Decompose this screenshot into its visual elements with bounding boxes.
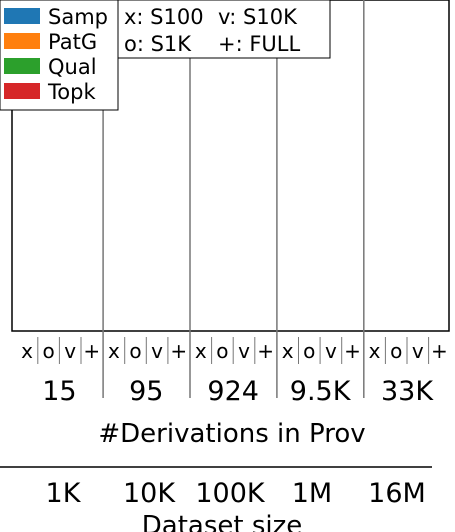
group-labels: 15 95 924 9.5K 33K	[42, 376, 434, 407]
group-label: 33K	[381, 376, 434, 407]
bar-label: o	[216, 339, 228, 363]
group-label: 924	[207, 376, 259, 407]
plot-area-frame	[11, 0, 450, 332]
secondary-tick-label: 16M	[368, 478, 426, 509]
secondary-tick-label: 1M	[292, 478, 332, 509]
bar-label: v	[151, 339, 163, 363]
group-label: 15	[42, 376, 76, 407]
bar-label: +	[344, 339, 361, 363]
legend-swatch	[4, 58, 40, 74]
group-label: 9.5K	[290, 376, 352, 407]
bar-label: x	[195, 339, 207, 363]
sample-legend-entry: v: S10K	[218, 5, 298, 29]
sample-legend-box	[117, 0, 331, 59]
bar-label: x	[282, 339, 294, 363]
bar-label: v	[325, 339, 337, 363]
bar-label: +	[83, 339, 100, 363]
legend-label: Qual	[48, 55, 97, 79]
bar-label: x	[21, 339, 33, 363]
legend-swatch	[4, 83, 40, 99]
secondary-tick-label: 1K	[46, 478, 82, 509]
bar-label: v	[412, 339, 424, 363]
bar-label: o	[303, 339, 315, 363]
secondary-axis-title: Dataset size	[142, 511, 303, 532]
group-label: 95	[129, 376, 163, 407]
sample-legend-entry: x: S100	[124, 5, 204, 29]
bar-label: x	[369, 339, 381, 363]
sample-legend-entry: o: S1K	[124, 32, 192, 56]
legend-samples: x: S100 v: S10K o: S1K +: FULL	[117, 0, 331, 59]
secondary-tick-label: 100K	[195, 478, 266, 509]
legend-label: Samp	[48, 5, 108, 29]
bar-label: o	[129, 339, 141, 363]
bar-label: +	[431, 339, 448, 363]
bar-label: +	[170, 339, 187, 363]
legend-swatch	[4, 8, 40, 24]
bar-label: o	[390, 339, 402, 363]
legend-label: Topk	[47, 80, 96, 104]
bar-labels: x o v + x o v + x o v + x o v + x o v +	[21, 337, 448, 364]
bar-label: v	[238, 339, 250, 363]
legend-swatch	[4, 33, 40, 49]
secondary-tick-label: 10K	[123, 478, 176, 509]
x-axis-title: #Derivations in Prov	[98, 419, 365, 449]
bar-label: v	[64, 339, 76, 363]
bar-label: +	[257, 339, 274, 363]
legend-label: PatG	[48, 30, 97, 54]
secondary-tick-labels: 1K 10K 100K 1M 16M	[46, 478, 426, 509]
sample-legend-entry: +: FULL	[218, 32, 300, 56]
bar-label: x	[108, 339, 120, 363]
bar-label: o	[42, 339, 54, 363]
